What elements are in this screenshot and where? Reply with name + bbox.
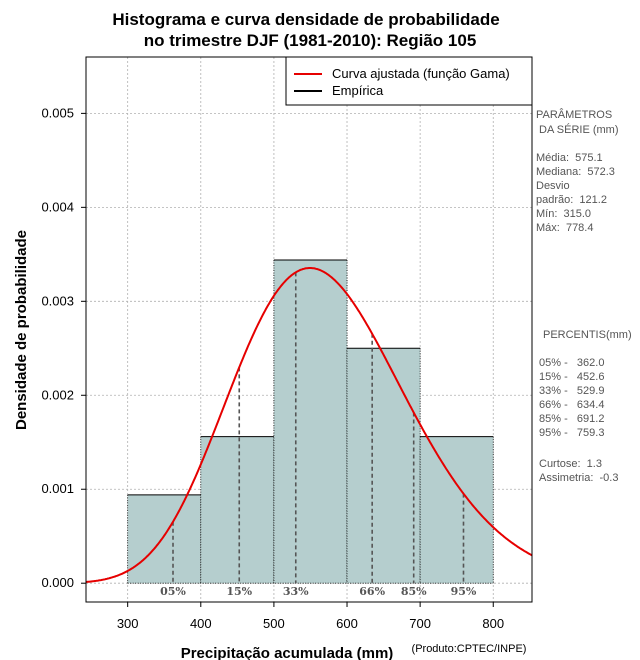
percentile-label-4: 85% xyxy=(401,585,427,598)
stat-skewness: Assimetria: -0.3 xyxy=(539,472,618,484)
legend-label-fitted: Curva ajustada (função Gama) xyxy=(332,66,510,81)
y-tick-label-3: 0.003 xyxy=(41,293,74,308)
gamma-curve-layer xyxy=(85,267,533,583)
percentile-label-0: 05% xyxy=(160,585,186,598)
percentil-66: 66% - 634.4 xyxy=(539,399,604,411)
x-axis: 300 400 500 600 700 800 xyxy=(117,602,504,631)
percentil-33: 33% - 529.9 xyxy=(539,385,604,397)
histogram-bar-2 xyxy=(273,259,348,584)
param-min: Mín: 315.0 xyxy=(536,208,591,220)
percentile-markers: 05% 15% 33% 66% 85% 95% xyxy=(160,272,477,598)
x-tick-label-300: 300 xyxy=(117,616,139,631)
y-tick-label-0: 0.000 xyxy=(41,575,74,590)
percentile-label-2: 33% xyxy=(283,585,309,598)
legend: Curva ajustada (função Gama) Empírica xyxy=(285,56,533,106)
histogram-bars xyxy=(127,259,494,584)
percentil-95: 95% - 759.3 xyxy=(539,427,604,439)
y-tick-label-1: 0.001 xyxy=(41,481,74,496)
percentile-label-5: 95% xyxy=(451,585,477,598)
percentis-title: PERCENTIS(mm) xyxy=(543,329,632,341)
percentile-label-3: 66% xyxy=(359,585,385,598)
chart-title-line-1: Histograma e curva densidade de probabil… xyxy=(112,10,499,29)
credit-text: (Produto:CPTEC/INPE) xyxy=(412,643,527,655)
histogram-bar-1 xyxy=(200,436,274,584)
y-axis: 0.000 0.001 0.002 0.003 0.004 0.005 xyxy=(41,105,86,590)
percentile-label-1: 15% xyxy=(226,585,252,598)
series-parameters-panel: PARÂMETROS DA SÉRIE (mm) Média: 575.1 Me… xyxy=(536,108,619,234)
chart-title-line-2: no trimestre DJF (1981-2010): Região 105 xyxy=(144,31,477,50)
x-tick-label-700: 700 xyxy=(409,616,431,631)
param-stddev-label: Desvio xyxy=(536,180,570,192)
percentil-15: 15% - 452.6 xyxy=(539,371,604,383)
y-tick-label-5: 0.005 xyxy=(41,105,74,120)
stat-kurtosis: Curtose: 1.3 xyxy=(539,458,602,470)
param-mean: Média: 575.1 xyxy=(536,152,603,164)
percentil-85: 85% - 691.2 xyxy=(539,413,604,425)
x-tick-label-800: 800 xyxy=(482,616,504,631)
y-tick-label-2: 0.002 xyxy=(41,387,74,402)
y-axis-title: Densidade de probabilidade xyxy=(13,230,30,430)
histogram-bar-3 xyxy=(347,348,421,584)
x-tick-label-500: 500 xyxy=(263,616,285,631)
histogram-bar-4 xyxy=(420,436,494,584)
x-tick-label-600: 600 xyxy=(336,616,358,631)
legend-box xyxy=(285,56,533,106)
legend-label-empirical: Empírica xyxy=(332,83,384,98)
y-tick-label-4: 0.004 xyxy=(41,199,74,214)
params-title-2: DA SÉRIE (mm) xyxy=(536,123,619,136)
x-tick-label-400: 400 xyxy=(190,616,212,631)
x-axis-title: Precipitação acumulada (mm) xyxy=(181,645,394,660)
gamma-fitted-curve xyxy=(85,267,533,583)
params-title-1: PARÂMETROS xyxy=(536,108,612,121)
percentiles-panel: PERCENTIS(mm) 05% - 362.0 15% - 452.6 33… xyxy=(539,329,632,484)
histogram-bar-0 xyxy=(127,494,201,584)
percentil-05: 05% - 362.0 xyxy=(539,357,604,369)
param-stddev: padrão: 121.2 xyxy=(536,194,607,206)
param-median: Mediana: 572.3 xyxy=(536,166,615,178)
param-max: Máx: 778.4 xyxy=(536,222,593,234)
